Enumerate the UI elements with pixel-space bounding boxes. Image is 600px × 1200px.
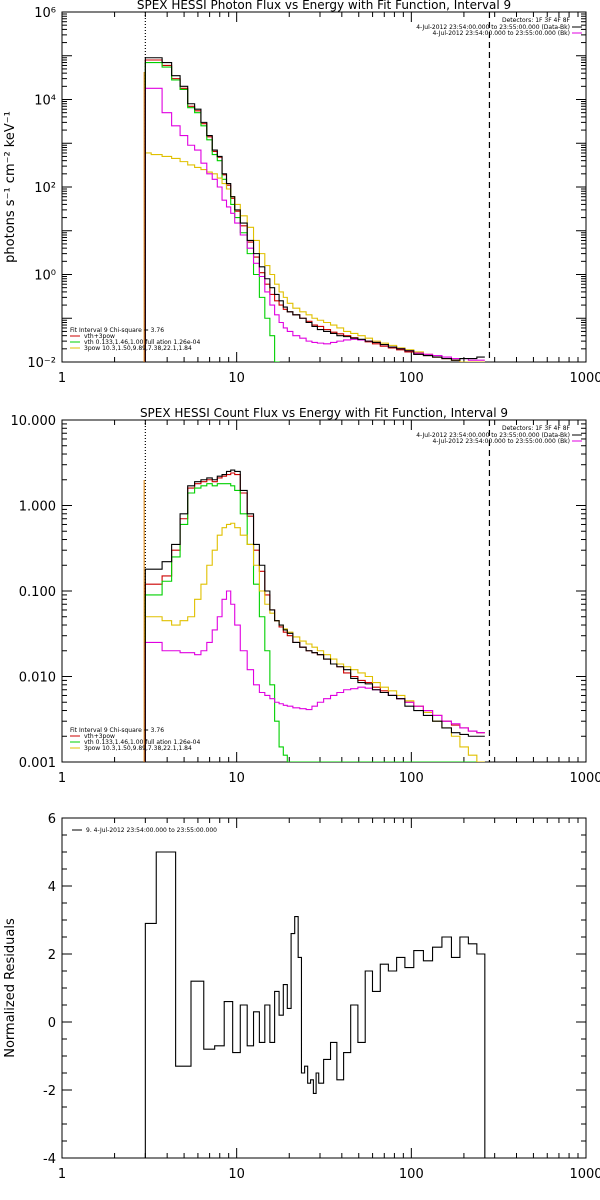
y-axis-label: Normalized Residuals: [3, 918, 18, 1058]
y-tick-label: 6: [48, 812, 56, 827]
x-tick-label: 1: [58, 371, 66, 386]
series-total-line: [144, 59, 485, 362]
fit-legend-entry: 3pow 10.3,1.50,9.89,7.38,22.1,1.84: [84, 345, 192, 352]
y-tick-label: 10²: [34, 181, 56, 196]
fit-legend-entry: vth+3pow: [84, 733, 115, 740]
plot-frame: [61, 817, 587, 1159]
x-tick-label: 10: [228, 1167, 245, 1182]
y-tick-label: 10.000: [11, 414, 57, 429]
panel-2: SPEX HESSI Count Flux vs Energy with Fit…: [11, 406, 600, 786]
x-tick-label: 100: [399, 371, 424, 386]
series-pow-line: [144, 522, 485, 762]
legend-entry: 4-Jul-2012 23:54:00.000 to 23:55:00.000 …: [432, 30, 570, 37]
x-tick-label: 100: [399, 1167, 424, 1182]
x-tick-label: 1000: [569, 371, 600, 386]
x-tick-label: 1: [58, 771, 66, 786]
y-tick-label: 10⁻²: [27, 356, 56, 371]
series-data-line: [144, 851, 486, 1158]
y-tick-label: 4: [48, 880, 56, 895]
series-total-line: [144, 472, 485, 762]
legend-entry: 4-Jul-2012 23:54:00.000 to 23:55:00.000 …: [416, 432, 570, 439]
legend-entry: 4-Jul-2012 23:54:00.000 to 23:55:00.000 …: [432, 438, 570, 445]
series-vth-line: [144, 483, 485, 762]
x-tick-label: 100: [399, 771, 424, 786]
x-tick-label: 10: [228, 371, 245, 386]
x-tick-label: 1: [58, 1167, 66, 1182]
y-tick-label: 0.100: [19, 585, 56, 600]
y-tick-label: 0: [48, 1016, 56, 1031]
plot-frame: [61, 419, 587, 763]
fit-legend-header: Fit Interval 9 Chi-square = 3.76: [70, 327, 164, 334]
y-tick-label: 0.010: [19, 671, 56, 686]
y-tick-label: 0.001: [19, 756, 56, 771]
fit-legend-entry: vth 0.133,1.46,1.00 full ation 1.26e-04: [84, 739, 200, 746]
panel-3: 1 10 100 1000 -4 -2 0 2 4 6 Normalized Residuals 9.…: [3, 812, 600, 1182]
fit-legend-entry: 3pow 10.3,1.50,9.89,7.38,22.1,1.84: [84, 745, 192, 752]
fit-legend-header: Fit Interval 9 Chi-square = 3.76: [70, 727, 164, 734]
x-tick-label: 1000: [569, 1167, 600, 1182]
chart-title: SPEX HESSI Count Flux vs Energy with Fit…: [140, 406, 508, 420]
series-pow-line: [144, 152, 485, 362]
y-tick-label: 10⁴: [34, 94, 56, 109]
fit-legend-entry: vth 0.133,1.46,1.00 full ation 1.26e-04: [84, 339, 200, 346]
series-bkpow-line: [144, 87, 485, 362]
y-tick-label: 2: [48, 948, 56, 963]
series-vth-line: [144, 61, 280, 362]
series-data-line: [144, 57, 485, 362]
y-tick-label: -2: [43, 1084, 56, 1099]
plot-frame: [61, 11, 587, 363]
legend-header: Detectors: 1F 3F 4F 8F: [502, 425, 571, 432]
series-data-line: [144, 469, 485, 762]
x-tick-label: 10: [228, 771, 245, 786]
panel-1: SPEX HESSI Photon Flux vs Energy with Fi…: [3, 0, 600, 386]
y-tick-label: 1.000: [19, 500, 56, 515]
y-axis-label: photons s⁻¹ cm⁻² keV⁻¹: [3, 111, 18, 263]
legend-entry: 4-Jul-2012 23:54:00.000 to 23:55:00.000 …: [416, 24, 570, 31]
legend-entry: 9. 4-Jul-2012 23:54:00.000 to 23:55:00.0…: [86, 827, 217, 834]
y-tick-label: 10⁶: [34, 6, 56, 21]
chart-title: SPEX HESSI Photon Flux vs Energy with Fi…: [137, 0, 511, 12]
y-tick-label: 10⁰: [34, 269, 56, 284]
y-tick-label: -4: [43, 1152, 56, 1167]
series-bkpow-line: [144, 590, 485, 762]
legend-header: Detectors: 1F 3F 4F 8F: [502, 17, 571, 24]
x-tick-label: 1000: [569, 771, 600, 786]
fit-legend-entry: vth+3pow: [84, 333, 115, 340]
